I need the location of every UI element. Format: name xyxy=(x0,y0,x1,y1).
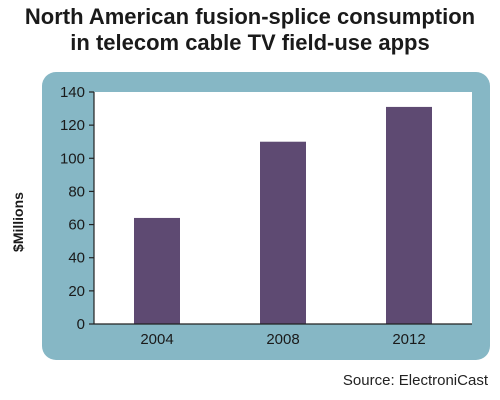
chart-title-line-1: North American fusion-splice consumption xyxy=(24,4,476,29)
y-tick-label-80: 80 xyxy=(68,183,85,200)
y-tick-label-120: 120 xyxy=(60,117,85,134)
chart-title: North American fusion-splice consumption… xyxy=(0,4,500,56)
bar-2008 xyxy=(260,141,306,324)
y-tick-label-0: 0 xyxy=(77,316,85,333)
y-tick-label-60: 60 xyxy=(68,217,85,234)
x-tick-label-2012: 2012 xyxy=(392,331,425,348)
chart-title-line-2: in telecom cable TV field-use apps xyxy=(70,30,430,55)
x-tick-label-2004: 2004 xyxy=(140,331,173,348)
source-note: Source: ElectroniCast xyxy=(342,372,488,389)
bar-2012 xyxy=(386,106,432,325)
x-tick-label-2008: 2008 xyxy=(266,331,299,348)
y-tick-label-20: 20 xyxy=(68,283,85,300)
bar-2004 xyxy=(134,217,180,324)
y-tick-label-140: 140 xyxy=(60,84,85,101)
y-tick-label-40: 40 xyxy=(68,250,85,267)
y-tick-label-100: 100 xyxy=(60,150,85,167)
